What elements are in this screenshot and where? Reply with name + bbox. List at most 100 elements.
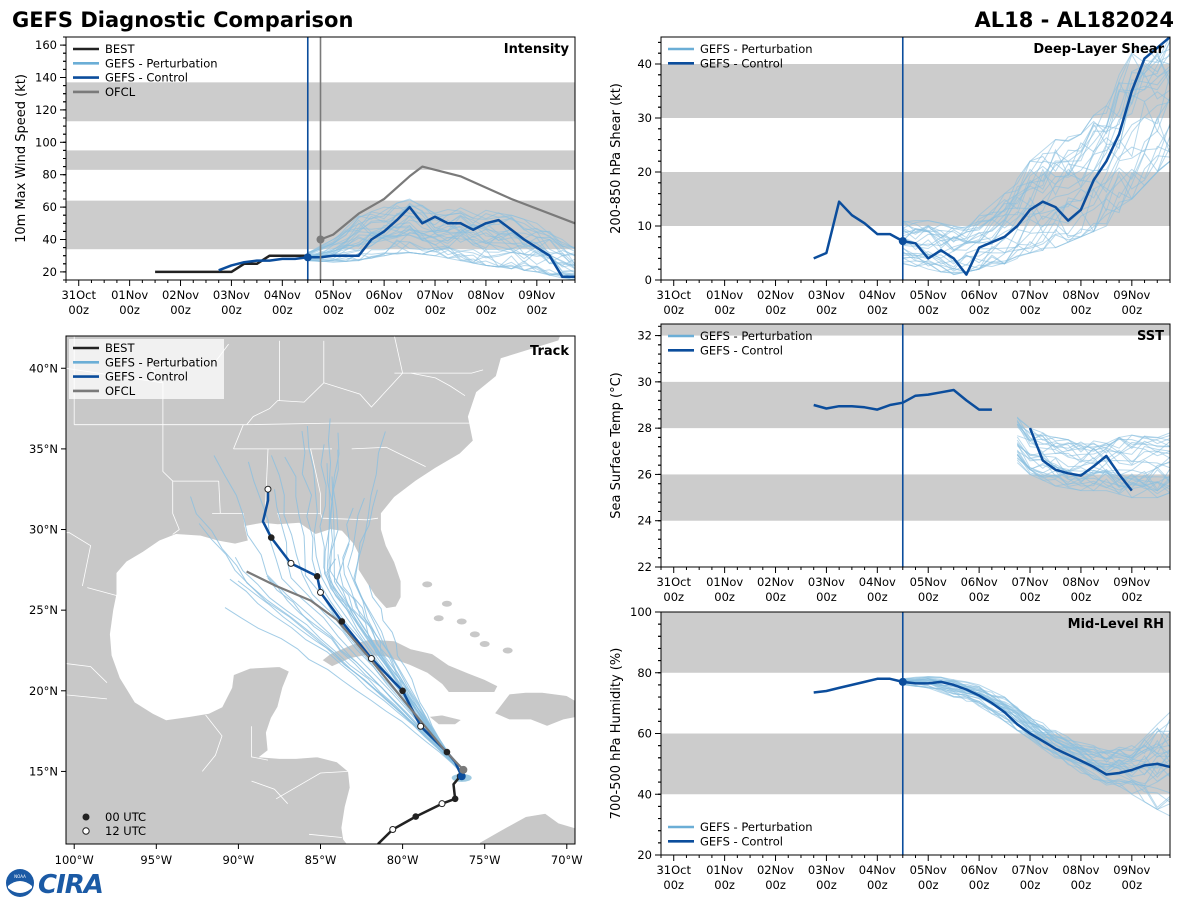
intensity-x-tick-label: 00z (476, 303, 497, 317)
intensity-perturbation-line (307, 244, 575, 280)
sst-plot-area (661, 324, 1170, 567)
south-america-land (478, 812, 575, 844)
intensity-perturbation-line (307, 222, 575, 267)
state-boundary (246, 336, 404, 425)
track-00utc-point (443, 748, 451, 756)
shear-perturbation-line (902, 160, 1170, 273)
rh-x-tick-label: 08Nov (1062, 863, 1099, 877)
intensity-x-tick-label: 00z (170, 303, 191, 317)
intensity-x-tick-label: 00z (374, 303, 395, 317)
state-boundary (233, 424, 244, 450)
track-perturbation-line (198, 523, 463, 774)
rh-analysis-marker (898, 677, 907, 686)
shear-analysis-marker (898, 237, 907, 246)
intensity-perturbation-line (307, 204, 575, 255)
track-12utc-point (317, 588, 324, 596)
intensity-y-tick-label: 100 (35, 135, 57, 149)
rh-plot-area (661, 612, 1170, 855)
sst-x-tick-label: 04Nov (859, 575, 896, 589)
state-boundary (410, 372, 466, 397)
sst-band-1 (661, 381, 1170, 429)
rh-y-tick-label: 40 (637, 787, 652, 801)
sst-x-tick-label: 00z (714, 590, 735, 604)
sst-x-tick-label: 09Nov (1113, 575, 1150, 589)
shear-perturbation-line (902, 41, 1170, 239)
bahamas-island (502, 647, 513, 654)
state-boundary (394, 369, 484, 374)
shear-x-tick-label: 02Nov (757, 288, 794, 302)
rh-panel: 31Oct00z01Nov00z02Nov00z03Nov00z04Nov00z… (609, 605, 1171, 892)
shear-x-tick-label: 06Nov (961, 288, 998, 302)
state-boundary (320, 513, 379, 521)
intensity-x-tick-label: 01Nov (111, 288, 148, 302)
intensity-x-tick-label: 08Nov (467, 288, 504, 302)
intensity-x-tick-label: 00z (68, 303, 89, 317)
state-boundary (66, 694, 108, 700)
rh-y-tick-label: 20 (637, 848, 652, 862)
shear-perturbation-line (902, 74, 1170, 254)
intensity-y-tick-label: 120 (35, 103, 57, 117)
track-12utc-point (438, 800, 446, 808)
intensity-plot-area (66, 37, 575, 280)
rh-band-1 (661, 612, 1170, 673)
track-y-tick-label: 40°N (29, 361, 58, 375)
sst-x-tick-label: 07Nov (1011, 575, 1048, 589)
state-boundary (275, 771, 349, 800)
track-12utc-point (389, 825, 397, 833)
sst-perturbation-line (1016, 419, 1170, 455)
shear-y-tick-label: 0 (645, 273, 652, 287)
legend-00utc-marker (82, 813, 90, 821)
rh-x-tick-label: 00z (969, 878, 990, 892)
track-x-tick-label: 90°W (223, 853, 255, 867)
intensity-perturbation-line (307, 241, 575, 279)
track-perturbation-line (213, 455, 463, 774)
rh-legend-label: GEFS - Perturbation (700, 820, 813, 834)
track-00utc-point (267, 534, 275, 541)
shear-x-tick-label: 00z (918, 303, 939, 317)
legend-00utc-label: 00 UTC (105, 810, 146, 824)
shear-y-tick-label: 40 (637, 57, 652, 71)
sst-plot-bg (661, 324, 1170, 567)
sst-x-tick-label: 00z (663, 590, 684, 604)
sst-y-tick-label: 32 (637, 329, 652, 343)
rh-perturbation-line (902, 678, 1170, 760)
intensity-perturbation-line (307, 228, 575, 270)
intensity-y-tick-label: 20 (42, 265, 57, 279)
rh-x-tick-label: 09Nov (1113, 863, 1150, 877)
intensity-y-tick-label: 160 (35, 38, 57, 52)
track-legend-label: OFCL (105, 384, 136, 398)
intensity-ofcl-line (320, 165, 575, 241)
sst-y-tick-label: 22 (637, 560, 652, 574)
lesser-antilles-island (650, 716, 654, 720)
intensity-x-tick-label: 00z (425, 303, 446, 317)
shear-perturbation-line (902, 40, 1170, 240)
track-legend-label: GEFS - Perturbation (105, 355, 218, 369)
shear-band-1 (661, 64, 1170, 118)
intensity-x-tick-label: 09Nov (518, 288, 555, 302)
state-boundary (162, 422, 470, 426)
track-perturbation-line (339, 543, 463, 774)
rh-x-tick-label: 07Nov (1011, 863, 1048, 877)
track-panel-title: Track (530, 344, 569, 359)
state-boundary (251, 780, 288, 804)
rh-y-axis-label: 700-500 hPa Humidity (%) (609, 648, 624, 820)
intensity-perturbation-line (307, 228, 575, 268)
track-perturbation-line (266, 575, 463, 774)
intensity-x-tick-label: 04Nov (264, 288, 301, 302)
rh-legend-label: GEFS - Control (700, 834, 783, 848)
track-12utc-point (287, 559, 295, 567)
intensity-panel-title: Intensity (504, 42, 570, 57)
sst-legend-label: GEFS - Perturbation (700, 329, 813, 343)
shear-perturbation-line (902, 68, 1170, 249)
sst-perturbation-line (1016, 453, 1170, 499)
shear-y-axis-label: 200-850 hPa Shear (kt) (609, 83, 624, 234)
rh-x-tick-label: 00z (1020, 878, 1041, 892)
state-boundary (172, 529, 180, 535)
track-00utc-point (399, 687, 406, 695)
sst-band-0 (661, 474, 1170, 521)
intensity-perturbation-line (307, 202, 575, 257)
sst-perturbation-line (1016, 421, 1170, 449)
shear-x-tick-label: 31Oct (656, 288, 691, 302)
intensity-legend-label: OFCL (105, 85, 136, 99)
shear-x-tick-label: 09Nov (1113, 288, 1150, 302)
